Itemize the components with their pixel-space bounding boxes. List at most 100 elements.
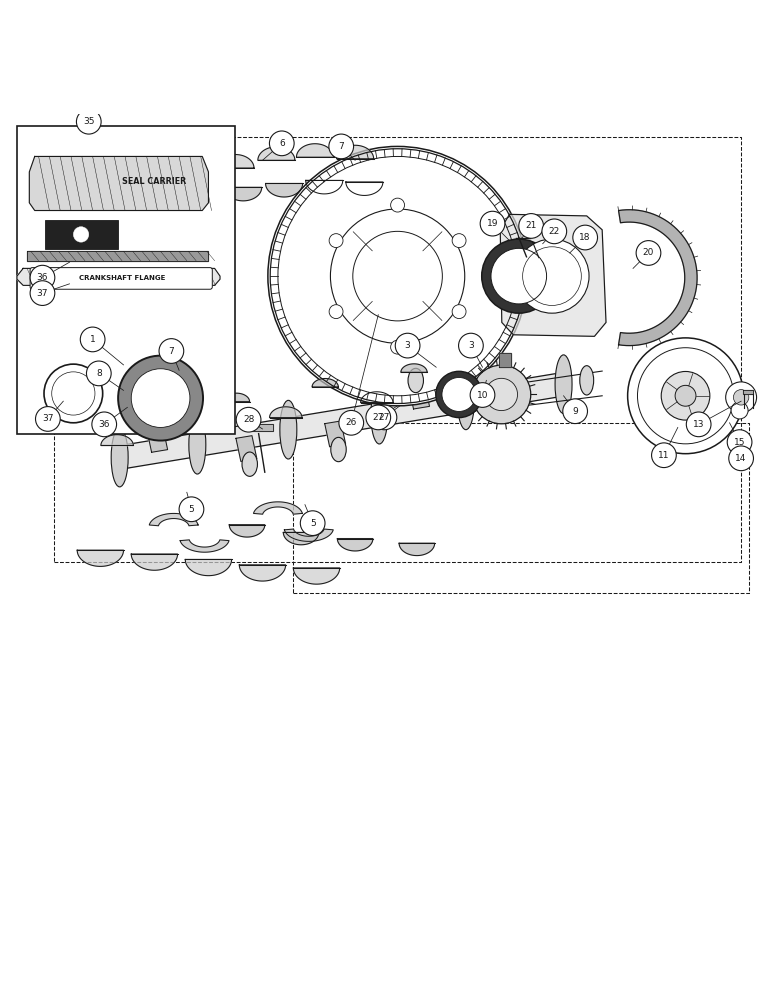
FancyBboxPatch shape	[30, 268, 212, 289]
Text: 5: 5	[310, 519, 316, 528]
Text: 5: 5	[188, 505, 195, 514]
Text: SEAL CARRIER: SEAL CARRIER	[122, 177, 187, 186]
Circle shape	[395, 333, 420, 358]
Polygon shape	[236, 436, 257, 461]
Circle shape	[329, 234, 343, 248]
Circle shape	[563, 399, 587, 424]
Circle shape	[30, 281, 55, 305]
Ellipse shape	[189, 415, 206, 474]
Circle shape	[459, 333, 483, 358]
Polygon shape	[325, 421, 346, 447]
Circle shape	[573, 225, 598, 250]
Polygon shape	[284, 529, 334, 541]
Circle shape	[628, 338, 743, 454]
Polygon shape	[269, 407, 302, 418]
Text: 20: 20	[643, 248, 654, 257]
Text: 37: 37	[37, 289, 48, 298]
Polygon shape	[117, 373, 566, 469]
Text: 10: 10	[477, 391, 488, 400]
Circle shape	[442, 377, 476, 411]
Circle shape	[339, 410, 364, 435]
Circle shape	[686, 412, 711, 437]
Circle shape	[329, 305, 343, 319]
Circle shape	[729, 446, 753, 471]
Circle shape	[435, 371, 482, 418]
Text: 1: 1	[90, 335, 96, 344]
Text: 27: 27	[373, 413, 384, 422]
Text: 13: 13	[693, 420, 704, 429]
Text: 7: 7	[338, 142, 344, 151]
Text: 15: 15	[734, 438, 745, 447]
Text: 3: 3	[468, 341, 474, 350]
Circle shape	[636, 241, 661, 265]
Ellipse shape	[279, 400, 296, 459]
Polygon shape	[306, 180, 343, 194]
Ellipse shape	[242, 452, 257, 476]
Circle shape	[86, 361, 111, 386]
Circle shape	[675, 385, 696, 406]
Ellipse shape	[371, 385, 388, 444]
Polygon shape	[139, 407, 165, 416]
Circle shape	[472, 365, 530, 424]
Polygon shape	[312, 379, 338, 387]
Text: 19: 19	[487, 219, 498, 228]
Circle shape	[652, 443, 676, 468]
Text: 3: 3	[405, 341, 411, 350]
Polygon shape	[258, 147, 295, 160]
Text: 37: 37	[42, 414, 53, 423]
Circle shape	[727, 430, 752, 454]
Bar	[17, 126, 235, 434]
Polygon shape	[253, 502, 303, 514]
Circle shape	[36, 407, 60, 431]
Text: 36: 36	[99, 420, 110, 429]
Text: 21: 21	[526, 221, 537, 230]
Polygon shape	[361, 392, 393, 403]
Polygon shape	[27, 251, 208, 261]
Ellipse shape	[457, 371, 474, 430]
Ellipse shape	[408, 368, 424, 393]
Circle shape	[482, 239, 556, 313]
Polygon shape	[296, 144, 334, 157]
Polygon shape	[17, 268, 220, 285]
Polygon shape	[239, 565, 286, 581]
Polygon shape	[337, 145, 374, 159]
Polygon shape	[500, 214, 606, 336]
Circle shape	[391, 198, 405, 212]
Polygon shape	[147, 427, 168, 452]
Circle shape	[470, 383, 495, 407]
Circle shape	[73, 227, 89, 242]
Polygon shape	[293, 568, 340, 584]
Circle shape	[515, 239, 589, 313]
Ellipse shape	[555, 355, 572, 414]
Polygon shape	[178, 422, 211, 433]
Text: 11: 11	[659, 451, 669, 460]
Polygon shape	[101, 435, 134, 445]
Polygon shape	[229, 525, 265, 537]
Circle shape	[366, 405, 391, 430]
Circle shape	[76, 109, 101, 134]
Circle shape	[30, 265, 55, 290]
Bar	[45, 220, 118, 249]
Text: 6: 6	[279, 139, 285, 148]
Polygon shape	[283, 532, 319, 545]
Text: 8: 8	[96, 369, 102, 378]
Text: 9: 9	[572, 407, 578, 416]
Polygon shape	[180, 540, 229, 552]
Circle shape	[268, 146, 527, 406]
Text: 35: 35	[83, 117, 94, 126]
Circle shape	[329, 134, 354, 159]
Circle shape	[269, 131, 294, 156]
Polygon shape	[217, 155, 254, 168]
Circle shape	[661, 371, 710, 420]
Circle shape	[391, 340, 405, 354]
Polygon shape	[408, 383, 429, 409]
Circle shape	[300, 511, 325, 536]
Polygon shape	[131, 554, 178, 570]
Circle shape	[159, 339, 184, 363]
Ellipse shape	[330, 437, 346, 462]
Circle shape	[519, 214, 543, 238]
Ellipse shape	[146, 412, 161, 436]
Circle shape	[80, 327, 105, 352]
Polygon shape	[401, 364, 427, 372]
Polygon shape	[149, 513, 198, 526]
